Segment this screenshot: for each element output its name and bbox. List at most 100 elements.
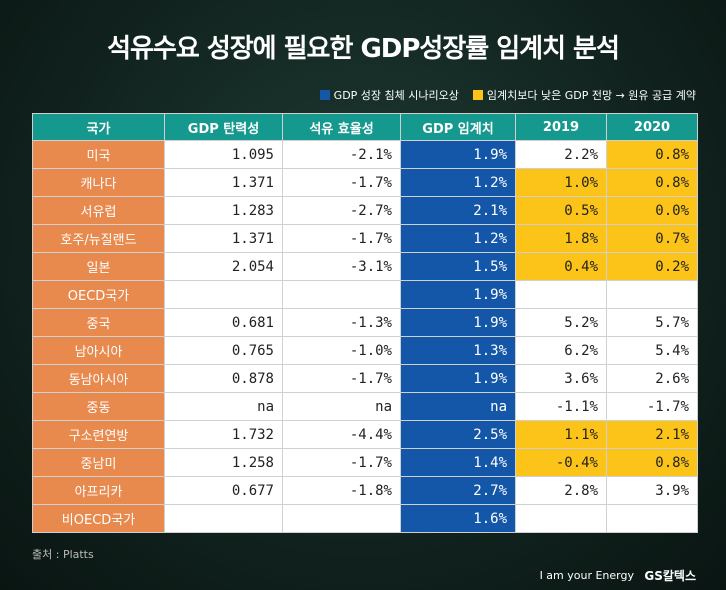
cell: 2.7% [400,476,516,505]
cell: -3.1% [282,252,401,281]
cell: -1.7% [282,448,401,477]
cell [282,504,401,533]
cell [164,280,283,309]
cell: 3.6% [515,364,607,393]
row-header: 중동 [32,392,165,421]
row-header: 구소련연방 [32,420,165,449]
cell: 1.095 [164,140,283,169]
table-row: 서유럽 1.283 -2.7% 2.1% 0.5% 0.0% [32,196,698,225]
title: 석유수요 성장에 필요한 GDP성장률 임계치 분석 [107,34,620,64]
cell: 0.2% [606,252,698,281]
data-table: 국가 GDP 탄력성 석유 효율성 GDP 임계치 2019 2020 미국 1.095 -2… [32,113,698,533]
cell: 1.371 [164,168,283,197]
cell [606,280,698,309]
legend-item: GDP 성장 침체 시나리오상 [319,87,459,103]
cell: 2.5% [400,420,516,449]
cell: 5.7% [606,308,698,337]
cell: -1.7% [606,392,698,421]
cell: -1.0% [282,336,401,365]
cell: 1.2% [400,168,516,197]
table-row: 캐나다 1.371 -1.7% 1.2% 1.0% 0.8% [32,168,698,197]
cell: 1.8% [515,224,607,253]
legend-item: 임계치보다 낮은 GDP 전망 → 원유 공급 계약 [472,87,696,103]
row-header: 미국 [32,140,165,169]
column-header: 국가 [32,113,165,141]
cell: na [282,392,401,421]
cell: 1.732 [164,420,283,449]
cell: 1.1% [515,420,607,449]
table-row: OECD국가 1.9% [32,280,698,309]
cell: 1.4% [400,448,516,477]
row-header: 남아시아 [32,336,165,365]
cell: 5.4% [606,336,698,365]
cell: 0.8% [606,448,698,477]
cell: -1.7% [282,224,401,253]
legend-label: 임계치보다 낮은 GDP 전망 → 원유 공급 계약 [486,89,696,102]
cell: 2.1% [400,196,516,225]
row-header: 비OECD국가 [32,504,165,533]
cell: 1.371 [164,224,283,253]
cell: 0.4% [515,252,607,281]
source: 출처 : Platts [32,548,94,561]
cell: 0.878 [164,364,283,393]
cell: -1.7% [282,168,401,197]
cell: 1.9% [400,140,516,169]
table-row: 일본 2.054 -3.1% 1.5% 0.4% 0.2% [32,252,698,281]
cell: 1.258 [164,448,283,477]
cell: 5.2% [515,308,607,337]
cell: 1.6% [400,504,516,533]
cell: 0.0% [606,196,698,225]
cell: 1.5% [400,252,516,281]
cell: 1.2% [400,224,516,253]
row-header: 중남미 [32,448,165,477]
cell: 2.054 [164,252,283,281]
table-row: 아프리카 0.677 -1.8% 2.7% 2.8% 3.9% [32,476,698,505]
row-header: 동남아시아 [32,364,165,393]
table-row: 남아시아 0.765 -1.0% 1.3% 6.2% 5.4% [32,336,698,365]
column-header: 석유 효율성 [282,113,401,141]
row-header: 일본 [32,252,165,281]
cell: 0.681 [164,308,283,337]
cell: na [400,392,516,421]
cell: -0.4% [515,448,607,477]
table-row: 동남아시아 0.878 -1.7% 1.9% 3.6% 2.6% [32,364,698,393]
cell [515,504,607,533]
cell [606,504,698,533]
table-row: 미국 1.095 -2.1% 1.9% 2.2% 0.8% [32,140,698,169]
row-header: OECD국가 [32,280,165,309]
cell: 1.9% [400,280,516,309]
table-row: 중동 na na na -1.1% -1.7% [32,392,698,421]
cell: na [164,392,283,421]
cell: 6.2% [515,336,607,365]
cell: 2.1% [606,420,698,449]
legend: GDP 성장 침체 시나리오상 임계치보다 낮은 GDP 전망 → 원유 공급 … [319,87,696,103]
cell: 0.8% [606,168,698,197]
cell: 1.0% [515,168,607,197]
cell: -1.7% [282,364,401,393]
cell: 0.677 [164,476,283,505]
brand: GS칼텍스 [644,569,696,583]
table-row: 호주/뉴질랜드 1.371 -1.7% 1.2% 1.8% 0.7% [32,224,698,253]
table-row: 비OECD국가 1.6% [32,504,698,533]
row-header: 서유럽 [32,196,165,225]
cell: 1.283 [164,196,283,225]
cell [164,504,283,533]
cell [515,280,607,309]
row-header: 캐나다 [32,168,165,197]
column-header: 2019 [515,113,607,141]
cell: -2.1% [282,140,401,169]
slogan: I am your Energy [539,569,634,582]
cell: -1.8% [282,476,401,505]
cell: 1.9% [400,308,516,337]
legend-label: GDP 성장 침체 시나리오상 [333,89,459,102]
column-header: GDP 임계치 [400,113,516,141]
cell [282,280,401,309]
row-header: 중국 [32,308,165,337]
header-row: 국가 GDP 탄력성 석유 효율성 GDP 임계치 2019 2020 [32,113,698,141]
cell: 0.8% [606,140,698,169]
table-row: 중남미 1.258 -1.7% 1.4% -0.4% 0.8% [32,448,698,477]
cell: 2.6% [606,364,698,393]
cell: -1.1% [515,392,607,421]
cell: -2.7% [282,196,401,225]
